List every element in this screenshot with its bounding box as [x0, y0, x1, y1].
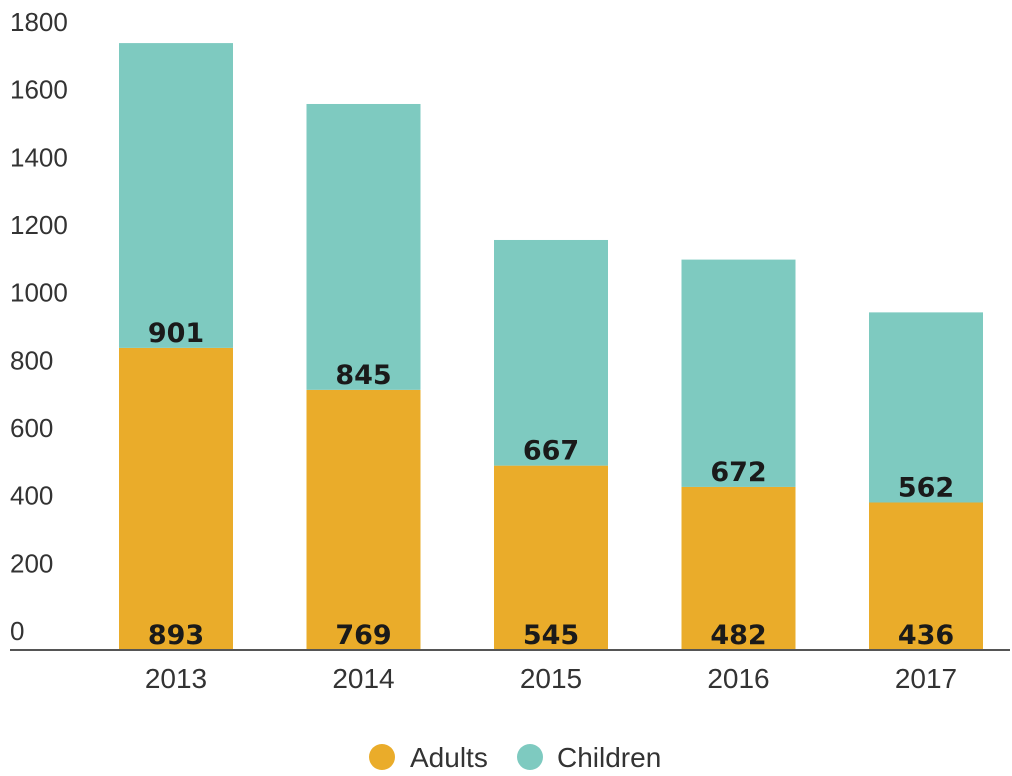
legend-swatch-children — [517, 744, 543, 770]
x-tick-label: 2013 — [145, 663, 207, 694]
legend-swatch-adults — [369, 744, 395, 770]
x-tick-label: 2016 — [707, 663, 769, 694]
bar-children-2017 — [869, 312, 983, 503]
y-tick-label: 400 — [10, 481, 53, 511]
x-tick-label: 2015 — [520, 663, 582, 694]
y-tick-label: 1800 — [10, 7, 68, 37]
y-tick-label: 0 — [10, 616, 24, 646]
x-tick-label: 2014 — [332, 663, 394, 694]
data-label-children-2017: 562 — [898, 473, 954, 504]
bar-adults-2016 — [681, 486, 796, 650]
data-label-children-2013: 901 — [148, 318, 204, 349]
y-tick-label: 600 — [10, 413, 53, 443]
y-tick-label: 800 — [10, 345, 53, 375]
bar-adults-2014 — [306, 389, 421, 650]
bar-children-2016 — [681, 259, 796, 487]
bar-children-2013 — [119, 43, 233, 348]
bar-children-2015 — [494, 239, 608, 466]
y-axis-ticks: 0 200 400 600 800 1000 1200 1400 1600 1800 — [10, 7, 68, 646]
data-label-children-2016: 672 — [710, 457, 766, 488]
x-axis-ticks: 2013 2014 2015 2016 2017 — [145, 663, 957, 694]
data-label-adults-2013: 893 — [148, 620, 204, 651]
legend-label-children: Children — [557, 742, 661, 773]
data-label-adults-2015: 545 — [523, 620, 579, 651]
data-label-children-2014: 845 — [335, 360, 391, 391]
bar-adults-2017 — [869, 502, 983, 650]
y-tick-label: 1000 — [10, 278, 68, 308]
bars: 893 901 769 845 545 667 482 672 436 562 — [119, 43, 983, 651]
data-label-adults-2017: 436 — [898, 620, 954, 651]
y-tick-label: 1400 — [10, 142, 68, 172]
bar-adults-2015 — [494, 465, 608, 650]
y-tick-label: 1200 — [10, 210, 68, 240]
y-tick-label: 200 — [10, 548, 53, 578]
bar-children-2014 — [306, 103, 421, 390]
data-label-children-2015: 667 — [523, 436, 579, 467]
legend-label-adults: Adults — [410, 742, 488, 773]
data-label-adults-2016: 482 — [710, 620, 766, 651]
data-label-adults-2014: 769 — [335, 620, 391, 651]
bar-adults-2013 — [119, 347, 233, 650]
legend: Adults Children — [369, 742, 661, 773]
y-tick-label: 1600 — [10, 75, 68, 105]
x-tick-label: 2017 — [895, 663, 957, 694]
